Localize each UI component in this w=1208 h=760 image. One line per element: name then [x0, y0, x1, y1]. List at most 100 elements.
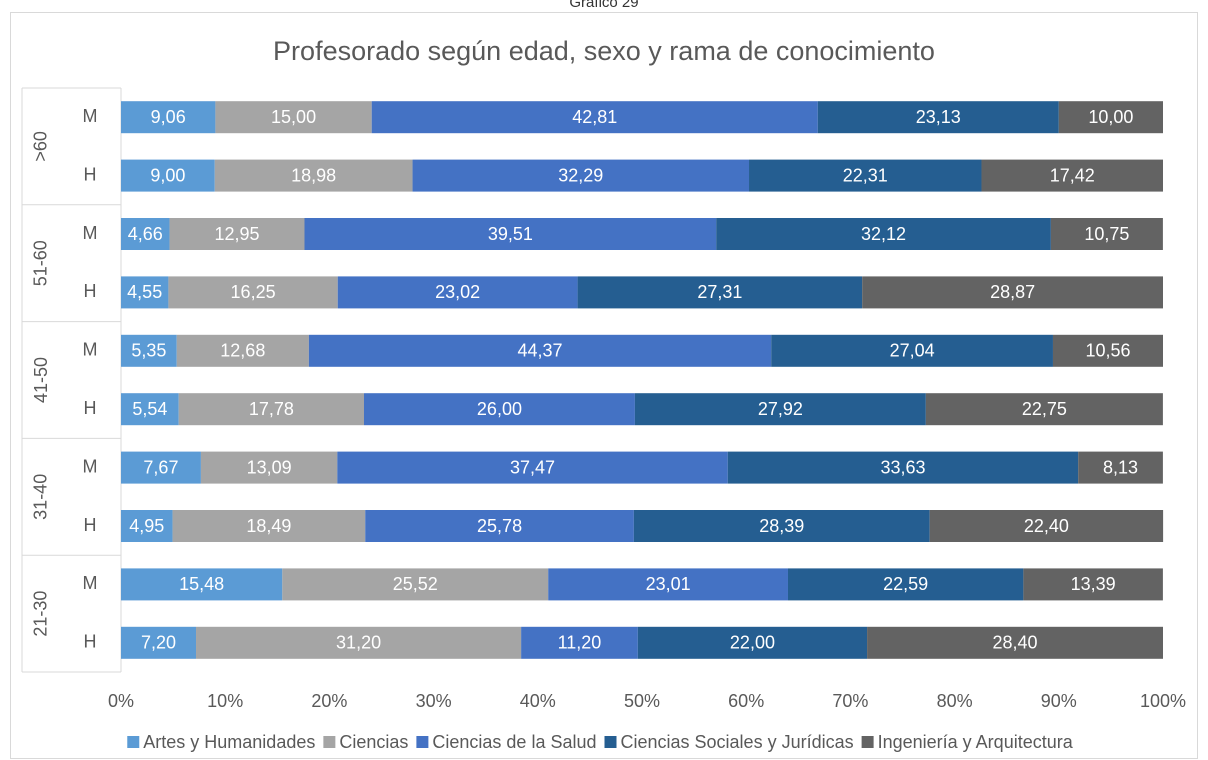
x-tick-label: 100% — [1140, 691, 1186, 711]
bar-segment — [577, 276, 863, 309]
bar-segment — [817, 101, 1059, 134]
value-label: 5,54 — [132, 399, 167, 419]
value-label: 4,95 — [129, 516, 164, 536]
value-label: 7,67 — [143, 457, 178, 477]
value-label: 28,87 — [990, 282, 1035, 302]
y-tick-label: M — [83, 456, 98, 476]
bar-segment — [169, 218, 305, 250]
bar-segment — [637, 626, 868, 659]
value-label: 27,04 — [890, 341, 935, 361]
group-label: 21-30 — [31, 591, 51, 637]
y-tick-label: H — [84, 164, 97, 184]
bar-segment — [121, 626, 197, 659]
bar-segment — [716, 218, 1051, 250]
value-label: 13,39 — [1071, 574, 1116, 594]
bar-segment — [548, 568, 788, 601]
value-label: 7,20 — [141, 633, 176, 653]
caption: Gráfico 29 — [569, 0, 638, 11]
value-label: 18,98 — [291, 165, 336, 185]
value-label: 4,55 — [127, 282, 162, 302]
bar-segment — [365, 510, 634, 542]
bar-segment — [200, 451, 338, 484]
bar-segment — [521, 626, 638, 659]
y-tick-label: H — [84, 398, 97, 418]
value-label: 12,68 — [220, 341, 265, 361]
y-tick-label: H — [84, 281, 97, 301]
bar-segment — [363, 393, 635, 426]
x-tick-label: 10% — [207, 691, 243, 711]
legend-swatch — [127, 736, 140, 748]
value-label: 10,75 — [1084, 224, 1129, 244]
value-label: 4,66 — [128, 224, 163, 244]
value-label: 25,78 — [477, 516, 522, 536]
legend-label: Ciencias Sociales y Jurídicas — [621, 732, 854, 752]
chart-title: Profesorado según edad, sexo y rama de c… — [273, 36, 935, 66]
value-label: 9,00 — [150, 165, 185, 185]
bar-segment — [121, 159, 215, 192]
y-tick-label: H — [84, 632, 97, 652]
value-label: 28,39 — [759, 516, 804, 536]
value-label: 37,47 — [510, 457, 555, 477]
legend-label: Ciencias de la Salud — [432, 732, 596, 752]
value-label: 27,92 — [758, 399, 803, 419]
x-tick-label: 60% — [728, 691, 764, 711]
bar-segment — [215, 101, 372, 134]
x-tick-label: 80% — [937, 691, 973, 711]
legend-swatch — [861, 736, 874, 748]
bar-segment — [727, 451, 1079, 484]
bar-segment — [1058, 101, 1163, 134]
bar-segment — [168, 276, 338, 309]
bar-segment — [925, 393, 1163, 426]
bar-segment — [304, 218, 717, 250]
value-label: 13,09 — [247, 457, 292, 477]
value-label: 27,31 — [697, 282, 742, 302]
bar-segment — [121, 276, 169, 309]
legend-swatch — [323, 736, 336, 748]
bar-segment — [633, 510, 930, 542]
group-label: 41-50 — [31, 357, 51, 403]
bar-segment — [1050, 218, 1163, 250]
value-label: 15,00 — [271, 107, 316, 127]
bar-segment — [371, 101, 818, 134]
x-tick-label: 30% — [416, 691, 452, 711]
value-label: 44,37 — [518, 341, 563, 361]
value-label: 11,20 — [558, 633, 602, 653]
bar-segment — [308, 334, 772, 367]
bar-segment — [867, 626, 1163, 659]
value-label: 22,59 — [883, 574, 928, 594]
value-label: 22,75 — [1022, 399, 1067, 419]
bar-segment — [981, 159, 1163, 192]
bar-segment — [196, 626, 522, 659]
bar-segment — [121, 568, 283, 601]
value-label: 9,06 — [151, 107, 186, 127]
value-label: 8,13 — [1103, 457, 1138, 477]
x-tick-label: 40% — [520, 691, 556, 711]
bar-segment — [337, 276, 578, 309]
bar-segment — [176, 334, 309, 367]
value-label: 17,78 — [249, 399, 294, 419]
value-label: 39,51 — [488, 224, 533, 244]
value-label: 5,35 — [131, 341, 166, 361]
value-label: 10,56 — [1085, 341, 1130, 361]
y-tick-label: M — [83, 223, 98, 243]
bar-segment — [121, 334, 177, 367]
bar-segment — [929, 510, 1164, 542]
group-label: >60 — [31, 131, 51, 162]
bar-segment — [1023, 568, 1163, 601]
bar-segment — [121, 101, 216, 134]
value-label: 10,00 — [1088, 107, 1133, 127]
value-label: 42,81 — [572, 107, 617, 127]
bar-segment — [337, 451, 728, 484]
value-label: 12,95 — [215, 224, 260, 244]
value-label: 33,63 — [880, 457, 925, 477]
x-tick-label: 20% — [311, 691, 347, 711]
value-label: 26,00 — [477, 399, 522, 419]
y-tick-label: M — [83, 106, 98, 126]
bar-segment — [282, 568, 549, 601]
value-label: 22,31 — [843, 165, 888, 185]
group-label: 31-40 — [31, 474, 51, 520]
y-tick-label: M — [83, 340, 98, 360]
bar-segment — [749, 159, 982, 192]
value-label: 17,42 — [1050, 165, 1095, 185]
